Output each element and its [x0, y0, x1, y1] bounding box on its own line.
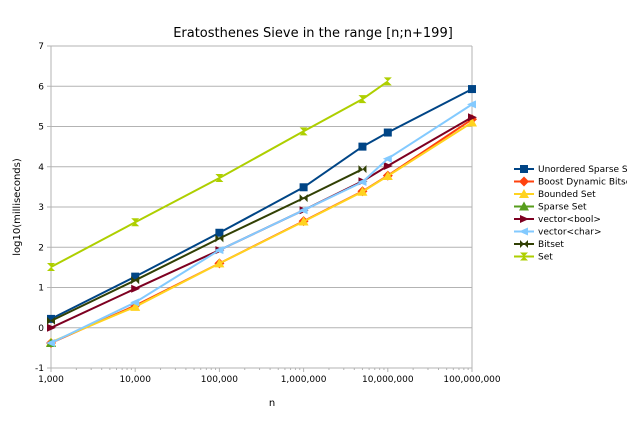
series-line-vector-char [50, 103, 473, 344]
x-tick-label: 10,000,000 [362, 375, 414, 385]
data-point-unordered-sparse-set [358, 142, 367, 151]
legend-label: vector<bool> [538, 215, 601, 225]
legend-item-bitset: Bitset [514, 240, 564, 250]
legend-swatch-marker [519, 227, 528, 236]
data-point-unordered-sparse-set [299, 183, 308, 192]
series-bitset [47, 165, 367, 325]
series-line-set [50, 80, 389, 268]
x-tick-label: 1,000,000 [281, 375, 327, 385]
data-point-bitset [299, 194, 308, 203]
data-point-bounded-set [214, 258, 225, 268]
axes [47, 45, 473, 372]
legend: Unordered Sparse Set Boost Dynamic Bitset… [514, 165, 627, 263]
legend-swatch-marker [519, 201, 529, 211]
data-point-set [358, 95, 367, 104]
data-point-set [131, 218, 140, 227]
y-tick-label: 2 [38, 243, 44, 253]
legend-item-vector-bool: vector<bool> [514, 215, 601, 225]
data-point-vector-char [357, 178, 367, 187]
data-point-bounded-set [357, 186, 368, 196]
data-point-set [299, 127, 308, 136]
y-tick-label: 0 [38, 324, 44, 334]
legend-item-set: Set [514, 252, 553, 263]
legend-item-unordered-sparse-set: Unordered Sparse Set [514, 165, 627, 175]
legend-label: Bitset [538, 240, 564, 250]
legend-label: Boost Dynamic Bitset [538, 178, 627, 188]
data-point-unordered-sparse-set [215, 228, 224, 237]
data-point-bounded-set [382, 171, 393, 181]
data-point-bitset [358, 165, 367, 174]
data-point-vector-char [214, 246, 224, 255]
legend-item-vector-char: vector<char> [514, 227, 602, 238]
legend-label: vector<char> [538, 228, 602, 238]
series-vector-char [46, 100, 476, 348]
legend-swatch-marker [519, 189, 529, 198]
series-line-vector-bool [50, 116, 473, 329]
data-point-vector-char [46, 339, 55, 348]
legend-swatch-marker [519, 176, 529, 187]
data-point-set [383, 77, 392, 86]
legend-swatch-marker [520, 240, 528, 248]
y-tick-label: 5 [38, 123, 44, 133]
data-point-vector-char [298, 206, 308, 215]
y-tick-label: -1 [35, 364, 44, 374]
data-point-bitset [47, 316, 55, 325]
legend-label: Sparse Set [538, 203, 587, 213]
data-point-vector-bool [383, 161, 393, 170]
legend-item-bounded-set: Bounded Set [514, 189, 596, 200]
y-axis-label: log10(milliseconds) [12, 158, 23, 256]
legend-swatch-marker [520, 165, 528, 173]
x-tick-label: 100,000 [201, 375, 238, 385]
data-point-vector-char [467, 100, 476, 109]
series-vector-bool [47, 113, 477, 332]
series-set [47, 77, 392, 271]
legend-label: Bounded Set [538, 190, 596, 200]
series-group [46, 77, 477, 349]
data-point-unordered-sparse-set [47, 314, 55, 323]
data-point-unordered-sparse-set [383, 128, 392, 137]
data-point-vector-char [382, 154, 392, 163]
data-point-unordered-sparse-set [468, 85, 476, 94]
data-point-vector-bool [468, 113, 477, 122]
legend-label: Unordered Sparse Set [538, 165, 627, 175]
data-point-bounded-set [130, 301, 141, 311]
grid [51, 45, 472, 369]
x-axis-label: n [269, 398, 275, 409]
legend-item-boost-dynamic-bitset: Boost Dynamic Bitset [514, 176, 627, 188]
y-tick-labels: -1 0 1 2 3 4 5 6 7 [35, 42, 44, 374]
y-tick-label: 1 [38, 284, 44, 294]
data-point-set [47, 262, 55, 271]
legend-label: Set [538, 253, 553, 263]
x-tick-label: 1,000 [38, 375, 64, 385]
data-point-bitset [131, 276, 140, 285]
data-point-unordered-sparse-set [131, 272, 140, 281]
x-tick-labels: 1,000 10,000 100,000 1,000,000 10,000,000 100… [38, 375, 501, 385]
series-unordered-sparse-set [47, 85, 476, 323]
data-point-bounded-set [298, 216, 309, 226]
legend-swatch-marker [520, 252, 528, 261]
y-tick-label: 7 [38, 42, 44, 52]
legend-item-sparse-set: Sparse Set [514, 201, 587, 213]
data-point-vector-bool [131, 284, 141, 293]
y-tick-label: 4 [38, 163, 44, 173]
x-tick-label: 10,000 [119, 375, 151, 385]
x-tick-label: 100,000,000 [443, 375, 501, 385]
data-point-vector-char [130, 298, 140, 307]
data-point-bounded-set [467, 117, 477, 127]
chart-title: Eratosthenes Sieve in the range [n;n+199… [173, 26, 453, 41]
data-point-set [215, 174, 224, 183]
series-line-unordered-sparse-set [50, 88, 473, 320]
series-line-bitset [50, 168, 363, 322]
y-tick-label: 6 [38, 82, 44, 92]
legend-swatch-marker [520, 215, 529, 223]
data-point-bitset [215, 234, 224, 243]
y-tick-label: 3 [38, 203, 44, 213]
data-point-vector-bool [47, 323, 56, 332]
